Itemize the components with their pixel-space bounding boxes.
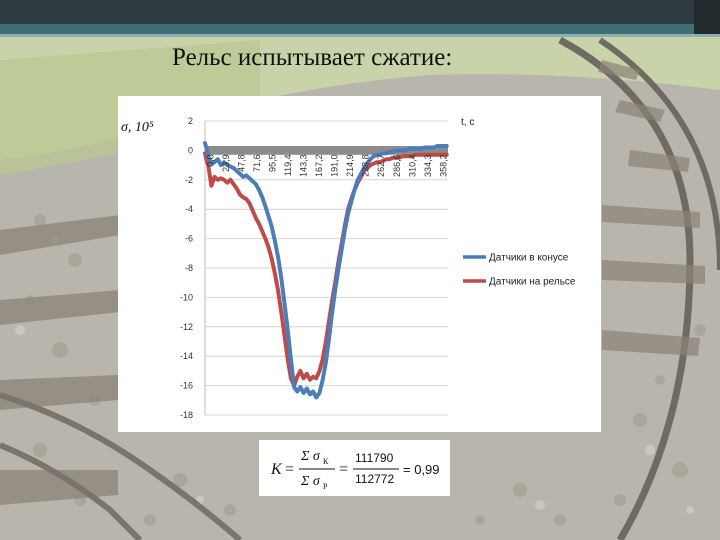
y-tick-label-8: -14: [180, 351, 193, 361]
series-lines: [203, 141, 449, 400]
x-axis-label: t, c: [461, 117, 474, 128]
x-tick-label-15: 358,2: [438, 154, 448, 177]
x-tick-label-11: 262,7: [376, 154, 386, 177]
y-tick-label-0: 2: [188, 116, 193, 126]
chart-panel: 2 0 -2 -4 -6 -8 -10 -12 -14 -16 -18 0,0 23,9 47,8 71,…: [118, 96, 601, 432]
x-tick-label-12: 286,6: [392, 154, 402, 177]
x-tick-label-10: 238,8: [361, 154, 371, 177]
formula-result: = 0,99: [403, 462, 440, 477]
y-tick-label-9: -16: [180, 381, 193, 391]
top-bar-stripe: [0, 24, 720, 34]
y-tick-label-3: -4: [185, 204, 193, 214]
formula-k: K: [270, 461, 283, 478]
stress-chart: 2 0 -2 -4 -6 -8 -10 -12 -14 -16 -18 0,0 23,9 47,8 71,…: [121, 116, 576, 420]
zero-axis-band: [205, 145, 448, 155]
formula-sub-numerator: К: [323, 457, 329, 466]
x-tick-label-0: 0,0: [205, 154, 215, 167]
formula-sum-numerator: Σ σ: [300, 449, 321, 464]
top-bar-corner: [694, 0, 720, 34]
x-tick-label-6: 143,3: [299, 154, 309, 177]
series-line-0: [203, 141, 449, 400]
x-tick-label-2: 47,8: [236, 154, 246, 172]
formula-value-denominator: 112772: [355, 472, 394, 486]
formula-sub-denominator: Р: [323, 482, 328, 491]
formula-sum-denominator: Σ σ: [300, 474, 321, 489]
y-tick-label-4: -6: [185, 234, 193, 244]
y-tick-label-6: -10: [180, 292, 193, 302]
legend: Датчики в конусе Датчики на рельсе: [463, 253, 576, 288]
x-tick-label-14: 334,3: [423, 154, 433, 177]
x-tick-label-1: 23,9: [221, 154, 231, 172]
x-tick-label-5: 119,4: [283, 154, 293, 176]
y-axis-label: σ, 10⁵: [121, 120, 154, 135]
formula-value-numerator: 111790: [355, 451, 394, 465]
x-tick-label-7: 167,2: [314, 154, 324, 177]
formula-eq-2: =: [339, 461, 348, 478]
x-tick-labels: 0,0 23,9 47,8 71,6 95,5 119,4 143,3 167,2 191,0 2…: [205, 154, 448, 177]
x-tick-label-3: 71,6: [252, 154, 262, 172]
x-tick-label-8: 191,0: [330, 154, 340, 177]
x-tick-label-4: 95,5: [268, 154, 278, 172]
series-line-1: [203, 151, 449, 388]
zero-axis-bar: [205, 145, 448, 155]
legend-label-1: Датчики на рельсе: [489, 277, 576, 288]
x-tick-label-9: 214,9: [345, 154, 355, 177]
y-tick-label-1: 0: [188, 145, 193, 155]
slide-title: Рельс испытывает сжатие:: [172, 44, 453, 71]
y-tick-labels: 2 0 -2 -4 -6 -8 -10 -12 -14 -16 -18: [180, 116, 193, 420]
y-tick-label-7: -12: [180, 322, 193, 332]
y-tick-label-5: -8: [185, 263, 193, 273]
coefficient-formula: K = Σ σ К Σ σ Р = 111790 112772 = 0,99: [270, 449, 440, 491]
formula-eq: =: [285, 461, 294, 478]
legend-label-0: Датчики в конусе: [489, 253, 569, 264]
y-tick-label-2: -2: [185, 175, 193, 185]
y-tick-label-10: -18: [180, 410, 193, 420]
top-bar-highlight: [0, 34, 720, 37]
x-tick-label-13: 310,4: [407, 154, 417, 177]
formula-panel: K = Σ σ К Σ σ Р = 111790 112772 = 0,99: [259, 440, 450, 496]
top-bar: [0, 0, 720, 24]
